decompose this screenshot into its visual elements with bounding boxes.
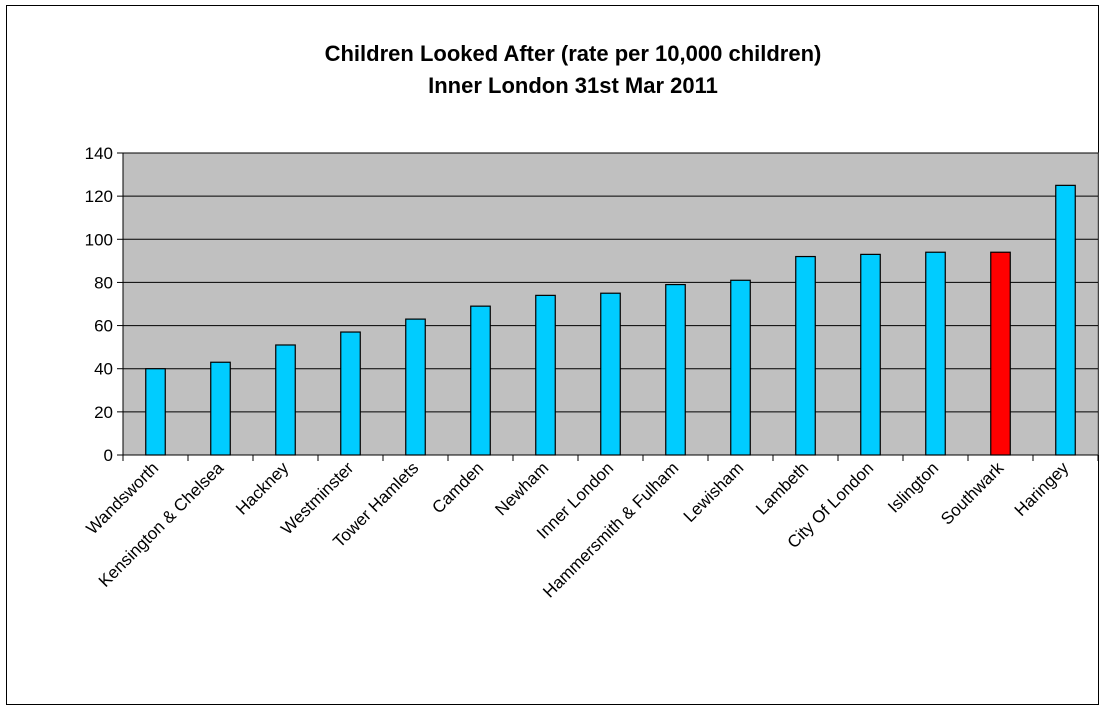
bar (1055, 184, 1076, 456)
y-tick-label: 100 (85, 230, 113, 249)
x-tick-label: Haringey (1011, 458, 1073, 520)
bar (925, 251, 946, 456)
y-tick-label: 0 (104, 446, 113, 465)
x-tick-label: Islington (884, 458, 942, 516)
bar (795, 255, 816, 456)
bar (340, 331, 361, 456)
bar (990, 251, 1011, 456)
x-tick-label: Lewisham (680, 458, 748, 526)
x-tick-label: Kensington & Chelsea (95, 458, 228, 591)
chart-title: Children Looked After (rate per 10,000 c… (325, 41, 822, 66)
y-tick-label: 120 (85, 187, 113, 206)
y-tick-label: 40 (94, 360, 113, 379)
y-tick-label: 20 (94, 403, 113, 422)
y-tick-label: 60 (94, 317, 113, 336)
bar-chart: Children Looked After (rate per 10,000 c… (83, 41, 1099, 601)
bar (210, 361, 231, 456)
x-tick-label: Camden (428, 458, 487, 517)
x-tick-label: Southwark (937, 458, 1008, 529)
bar (730, 279, 751, 456)
x-tick-label: Hammersmith & Fulham (539, 458, 682, 601)
bar (405, 318, 426, 456)
bar (145, 368, 166, 456)
chart-subtitle: Inner London 31st Mar 2011 (428, 73, 718, 98)
x-tick-label: Lambeth (752, 458, 812, 518)
bar (535, 294, 556, 456)
bar (665, 283, 686, 456)
y-tick-label: 140 (85, 144, 113, 163)
x-tick-label: Newham (491, 458, 552, 519)
bar (860, 253, 881, 456)
bar (600, 292, 621, 456)
x-tick-label: Hackney (232, 458, 293, 519)
bar (275, 344, 296, 456)
y-tick-label: 80 (94, 273, 113, 292)
chart-frame: Children Looked After (rate per 10,000 c… (6, 5, 1099, 705)
bar (470, 305, 491, 456)
